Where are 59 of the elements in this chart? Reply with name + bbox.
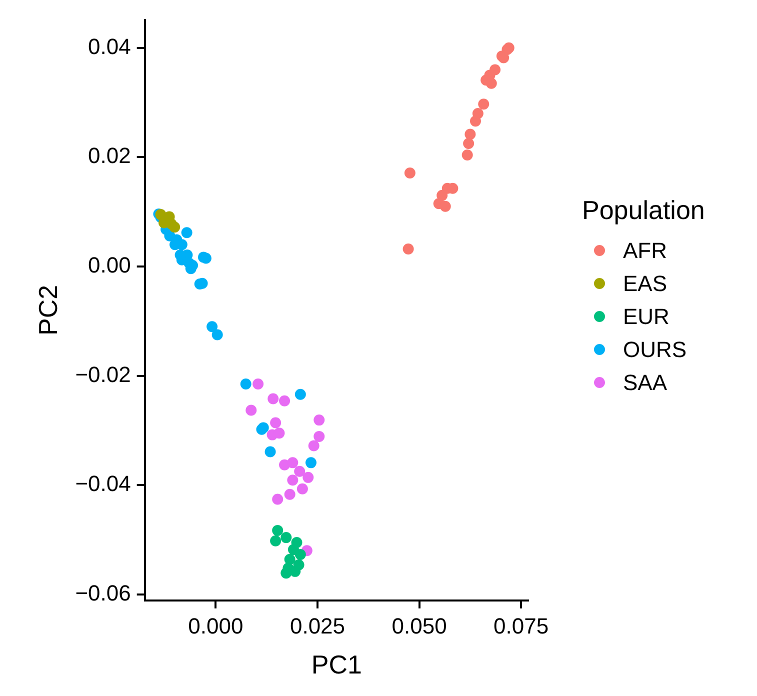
x-axis-title: PC1: [311, 650, 362, 680]
x-tick-label: 0.075: [494, 614, 549, 639]
y-tick-label: 0.00: [88, 252, 131, 278]
point: [402, 243, 414, 254]
y-axis-title: PC2: [32, 284, 63, 336]
point: [206, 321, 218, 332]
point: [240, 378, 252, 390]
x-tick-label: 0.000: [188, 614, 244, 639]
point: [293, 559, 304, 570]
point: [270, 535, 282, 546]
point: [486, 78, 497, 89]
y-tick-label: 0.04: [88, 34, 131, 59]
point: [404, 168, 416, 179]
point: [274, 428, 285, 439]
point: [287, 457, 298, 468]
point: [287, 474, 298, 486]
point: [284, 488, 296, 500]
point: [490, 64, 501, 76]
point: [296, 483, 308, 494]
point: [478, 98, 490, 110]
legend-label: EUR: [623, 304, 670, 330]
point: [294, 548, 306, 560]
legend-label: SAA: [623, 370, 668, 396]
point: [246, 404, 257, 416]
point: [314, 430, 325, 442]
point: [169, 222, 180, 233]
y-tick-label: −0.04: [75, 471, 131, 496]
point: [252, 378, 264, 390]
point: [264, 446, 276, 458]
point: [272, 494, 284, 505]
point: [305, 457, 316, 468]
point: [440, 200, 451, 212]
point: [462, 149, 473, 160]
point: [294, 388, 306, 400]
point: [280, 532, 292, 544]
x-tick-label: 0.050: [392, 614, 447, 639]
legend-label: OURS: [623, 336, 687, 362]
point: [280, 568, 292, 579]
point: [268, 393, 279, 404]
point: [270, 417, 282, 428]
point: [314, 414, 325, 426]
point: [198, 252, 209, 263]
point: [472, 108, 484, 119]
point: [279, 395, 290, 406]
legend-label: AFR: [623, 238, 667, 264]
point: [302, 472, 314, 483]
point: [463, 138, 474, 150]
y-tick-label: −0.06: [75, 580, 131, 606]
point: [464, 128, 476, 140]
x-tick-label: 0.025: [290, 614, 346, 639]
legend-title: Population: [582, 195, 705, 226]
legend-label: EAS: [623, 270, 668, 296]
point: [272, 524, 284, 536]
y-tick-label: 0.02: [88, 143, 131, 168]
point: [181, 227, 192, 238]
point: [294, 466, 306, 477]
point: [308, 440, 320, 452]
point: [212, 329, 223, 340]
y-tick-label: −0.02: [75, 362, 131, 387]
